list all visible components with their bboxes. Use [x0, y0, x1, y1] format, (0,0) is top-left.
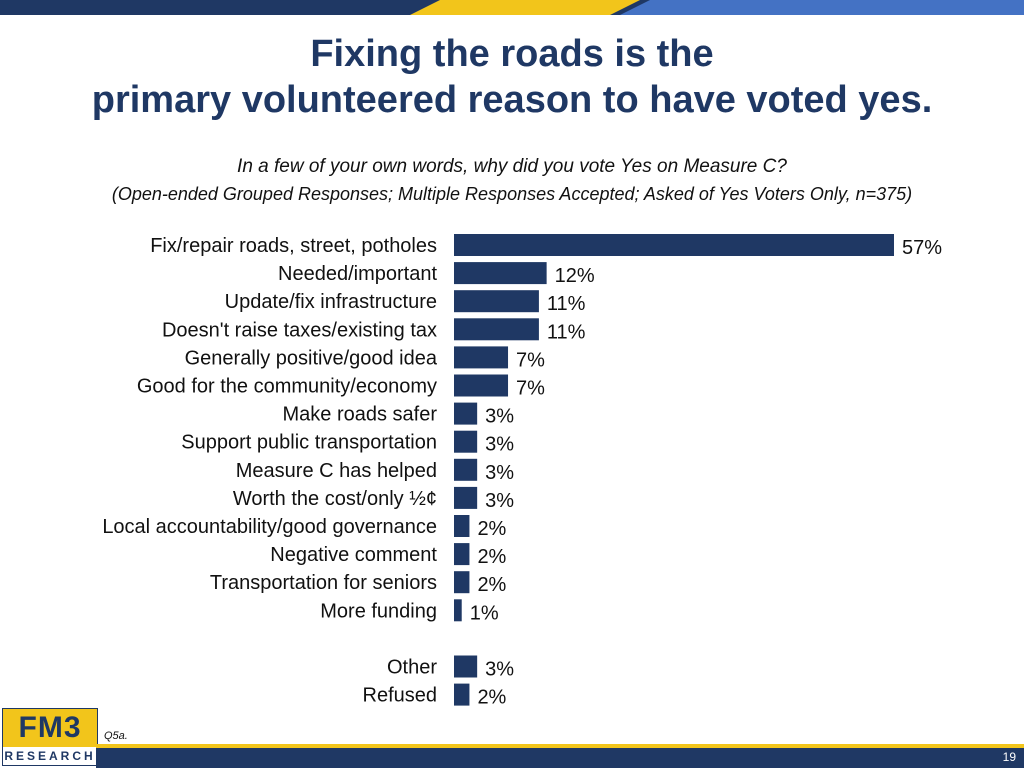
- bar: [454, 486, 478, 509]
- fm3-research-logo: FM3 RESEARCH: [2, 708, 98, 766]
- bar: [454, 402, 478, 425]
- logo-subtext: RESEARCH: [3, 747, 97, 765]
- page-number: 19: [1002, 750, 1016, 764]
- data-label: 2%: [477, 518, 506, 540]
- category-label: Fix/repair roads, street, potholes: [150, 235, 437, 257]
- bar: [454, 458, 478, 481]
- category-label: Doesn't raise taxes/existing tax: [162, 319, 437, 341]
- footer-gold-line: [96, 744, 1024, 748]
- bar: [454, 430, 478, 453]
- category-label: Update/fix infrastructure: [225, 291, 437, 313]
- bar: [454, 234, 894, 256]
- data-label: 12%: [555, 265, 595, 287]
- category-label: Support public transportation: [181, 432, 437, 454]
- data-label: 3%: [485, 490, 514, 512]
- data-label: 2%: [477, 687, 506, 709]
- top-band-gold: [410, 0, 640, 15]
- question-reference: Q5a.: [104, 730, 128, 742]
- category-label: Generally positive/good idea: [185, 347, 438, 369]
- category-label: Refused: [363, 685, 438, 707]
- top-band-blue: [620, 0, 1024, 15]
- category-label: Worth the cost/only ½¢: [233, 488, 437, 510]
- category-label: Negative comment: [270, 544, 437, 566]
- survey-note: (Open-ended Grouped Responses; Multiple …: [111, 184, 913, 204]
- bar: [454, 346, 509, 369]
- top-color-band: [0, 0, 1024, 15]
- data-label: 3%: [485, 434, 514, 456]
- logo-wordmark: FM3: [18, 711, 82, 744]
- category-label: Transportation for seniors: [210, 572, 437, 594]
- data-label: 7%: [516, 378, 545, 400]
- data-label: 3%: [485, 406, 514, 428]
- data-label: 3%: [485, 462, 514, 484]
- survey-question: In a few of your own words, why did you …: [237, 156, 787, 177]
- bar: [454, 655, 478, 678]
- category-label: Local accountability/good governance: [102, 516, 437, 538]
- category-label: Good for the community/economy: [137, 376, 437, 398]
- bar: [454, 318, 539, 341]
- slide-title-line-1: Fixing the roads is the: [310, 33, 714, 75]
- data-label: 3%: [485, 659, 514, 681]
- bar: [454, 683, 470, 706]
- bar-chart: Fix/repair roads, street, potholes 57% Nee…: [102, 234, 942, 709]
- category-label: Measure C has helped: [236, 460, 437, 482]
- data-label: 2%: [477, 574, 506, 596]
- bar: [454, 571, 470, 594]
- data-label: 57%: [902, 237, 942, 259]
- footer-bar: [96, 748, 1024, 768]
- bar: [454, 543, 470, 566]
- category-label: Other: [387, 657, 437, 679]
- data-label: 11%: [547, 321, 586, 343]
- data-label: 1%: [470, 602, 499, 624]
- slide-title-line-2: primary volunteered reason to have voted…: [91, 79, 933, 121]
- data-label: 7%: [516, 349, 545, 371]
- bar: [454, 515, 470, 537]
- data-label: 2%: [477, 546, 506, 568]
- bar: [454, 599, 462, 622]
- category-label: Make roads safer: [282, 404, 437, 426]
- category-label: Needed/important: [278, 263, 437, 285]
- bar: [454, 374, 509, 397]
- bar: [454, 262, 547, 285]
- data-label: 11%: [547, 293, 586, 315]
- bar: [454, 290, 539, 313]
- category-label: More funding: [320, 600, 437, 622]
